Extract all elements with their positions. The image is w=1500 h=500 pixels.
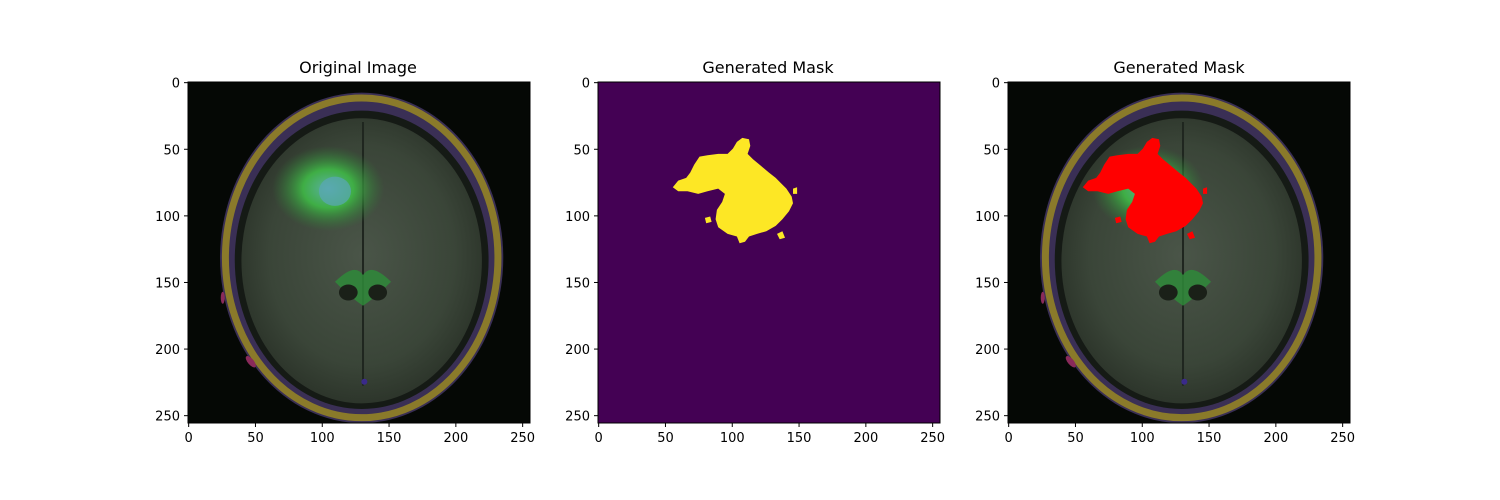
ventricle-dark-right bbox=[368, 284, 388, 301]
x-tick-label: 200 bbox=[1263, 431, 1288, 446]
axes-frame bbox=[187, 81, 531, 424]
x-tick-label: 150 bbox=[787, 431, 812, 446]
mri-image bbox=[188, 82, 530, 423]
x-tick-label: 200 bbox=[443, 431, 468, 446]
posterior-artifact bbox=[361, 378, 368, 385]
scalp-mark bbox=[1065, 356, 1076, 368]
x-tick-label: 250 bbox=[920, 431, 945, 446]
x-tick-label: 0 bbox=[595, 431, 603, 446]
x-tick-label: 50 bbox=[1067, 431, 1084, 446]
tumor-core bbox=[318, 176, 351, 206]
mask-region bbox=[793, 187, 798, 194]
mask-region bbox=[777, 231, 785, 240]
y-tick-label: 200 bbox=[155, 343, 180, 358]
mask-background bbox=[598, 82, 940, 423]
x-tick-label: 100 bbox=[1130, 431, 1155, 446]
y-tick-label: 200 bbox=[565, 343, 590, 358]
axes: 0 0 50 50 100 100 150 150 200 200 250 250 bbox=[975, 77, 1355, 446]
y-tick-label: 100 bbox=[155, 210, 180, 225]
y-tick-label: 50 bbox=[163, 143, 180, 158]
panel-title: Generated Mask bbox=[1113, 58, 1245, 77]
axes-frame bbox=[1007, 81, 1351, 424]
x-tick-label: 0 bbox=[1005, 431, 1013, 446]
y-tick-label: 250 bbox=[155, 410, 180, 425]
mask-region bbox=[704, 216, 712, 224]
panel-generated-mask: Generated Mask 0 0 50 50 100 100 150 150 200 200 2… bbox=[565, 58, 945, 446]
y-tick-label: 50 bbox=[983, 143, 1000, 158]
y-tick-label: 100 bbox=[975, 210, 1000, 225]
ventricle-dark-left bbox=[338, 284, 358, 301]
x-tick-label: 150 bbox=[377, 431, 402, 446]
scalp-mark bbox=[220, 291, 225, 304]
y-tick-label: 250 bbox=[975, 410, 1000, 425]
y-tick-label: 0 bbox=[172, 77, 180, 92]
axes: 0 0 50 50 100 100 150 150 200 200 250 250 bbox=[565, 77, 945, 446]
axes: 0 0 50 50 100 100 150 150 200 200 250 250 bbox=[155, 77, 535, 446]
mask-region bbox=[1114, 216, 1122, 224]
y-tick-label: 100 bbox=[565, 210, 590, 225]
axes-frame bbox=[597, 81, 941, 424]
x-tick-label: 250 bbox=[1330, 431, 1355, 446]
panel-title: Original Image bbox=[299, 58, 417, 77]
panel-generated-mask-overlay: Generated Mask 0 0 50 50 100 100 150 150 200 200 2… bbox=[975, 58, 1355, 446]
x-tick-label: 100 bbox=[720, 431, 745, 446]
ventricles bbox=[334, 269, 392, 306]
x-tick-label: 250 bbox=[510, 431, 535, 446]
skull-ring bbox=[1041, 94, 1322, 422]
y-tick-label: 50 bbox=[573, 143, 590, 158]
panel-title: Generated Mask bbox=[702, 58, 834, 77]
mask-region bbox=[672, 137, 793, 244]
overlay-image bbox=[1008, 82, 1350, 423]
y-tick-label: 250 bbox=[565, 410, 590, 425]
y-tick-label: 150 bbox=[975, 276, 1000, 291]
x-tick-label: 0 bbox=[185, 431, 193, 446]
y-tick-label: 150 bbox=[565, 276, 590, 291]
x-tick-label: 100 bbox=[310, 431, 335, 446]
mask-region bbox=[1082, 137, 1203, 244]
ventricle-dark-right bbox=[1188, 284, 1208, 301]
y-tick-label: 0 bbox=[992, 77, 1000, 92]
ventricles bbox=[1154, 269, 1212, 306]
scalp-mark bbox=[245, 356, 256, 368]
x-tick-label: 50 bbox=[657, 431, 674, 446]
scalp-mark bbox=[1040, 291, 1045, 304]
mask-region bbox=[1203, 187, 1208, 194]
mask-image bbox=[598, 82, 940, 423]
y-tick-label: 200 bbox=[975, 343, 1000, 358]
ventricle-dark-left bbox=[1158, 284, 1178, 301]
posterior-artifact bbox=[1181, 378, 1188, 385]
x-tick-label: 150 bbox=[1197, 431, 1222, 446]
mask-region bbox=[1187, 231, 1195, 240]
y-tick-label: 150 bbox=[155, 276, 180, 291]
panel-original-image: Original Image 0 0 50 50 100 100 150 150 200 200 2… bbox=[155, 58, 535, 446]
x-tick-label: 200 bbox=[853, 431, 878, 446]
skull-ring bbox=[221, 94, 502, 422]
y-tick-label: 0 bbox=[582, 77, 590, 92]
x-tick-label: 50 bbox=[247, 431, 264, 446]
